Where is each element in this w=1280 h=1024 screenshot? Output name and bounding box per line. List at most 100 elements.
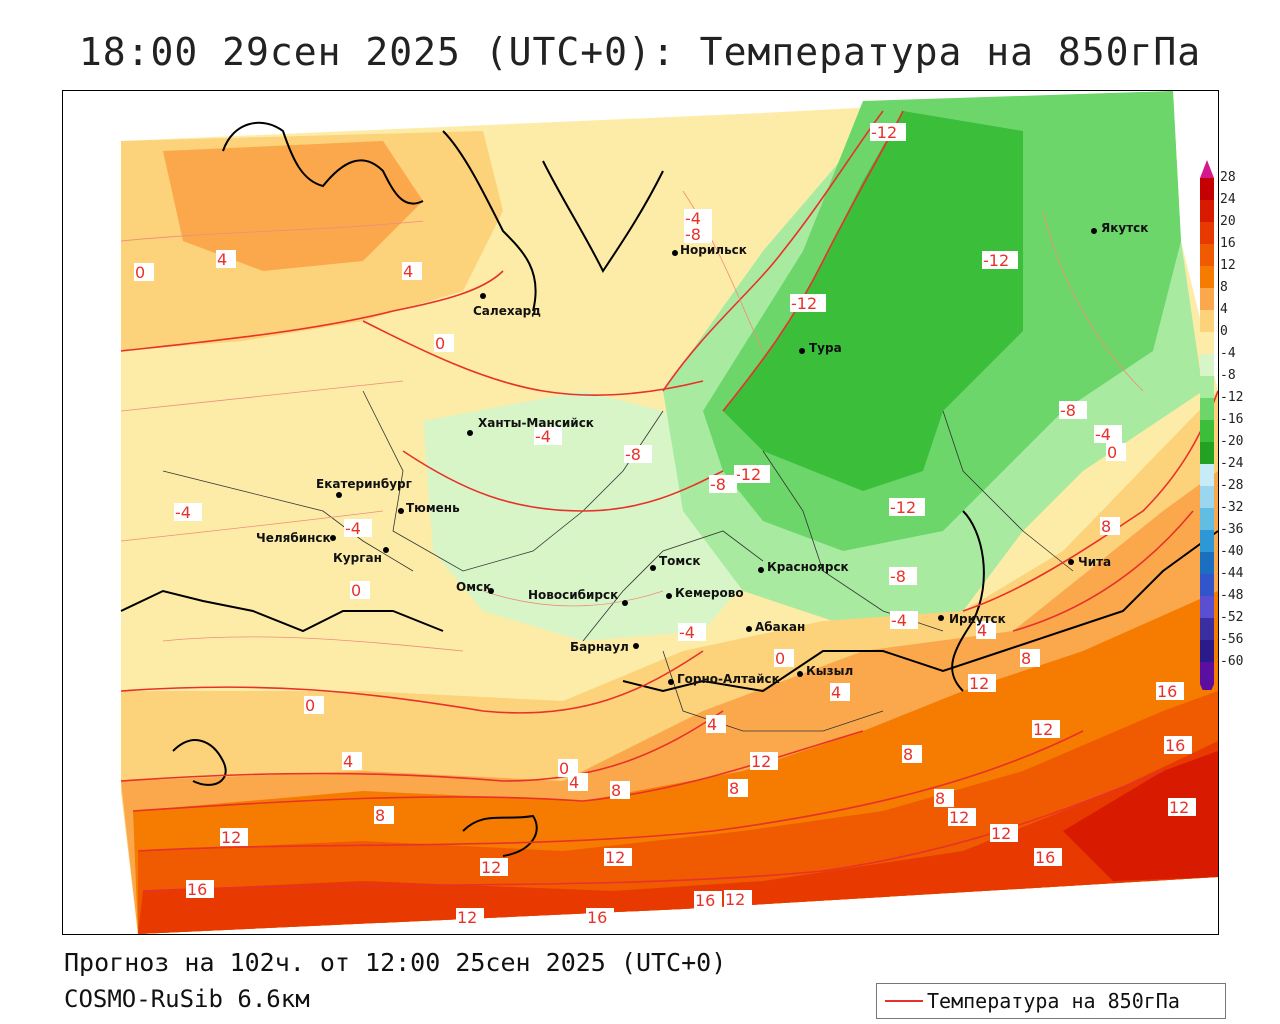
isotherm-label: -12 <box>871 123 897 142</box>
isotherm-label: 16 <box>695 891 715 910</box>
scale-swatch <box>1200 508 1214 530</box>
isotherm-label: -12 <box>735 465 761 484</box>
scale-swatch <box>1200 464 1214 486</box>
isotherm-label: 12 <box>991 824 1011 843</box>
scale-swatch <box>1200 442 1214 464</box>
isotherm-label: 4 <box>403 262 413 281</box>
forecast-info: Прогноз на 102ч. от 12:00 25сен 2025 (UT… <box>64 948 727 977</box>
isotherm-label: 12 <box>1033 720 1053 739</box>
isotherm-label: 0 <box>351 581 361 600</box>
isotherm-label: 12 <box>481 858 501 877</box>
isotherm-label: -4 <box>679 623 695 642</box>
isotherm-label: 0 <box>305 696 315 715</box>
isotherm-label: 4 <box>569 773 579 792</box>
legend-label: Температура на 850гПа <box>927 989 1180 1013</box>
scale-label: -52 <box>1220 610 1244 625</box>
isotherm-label: 16 <box>187 880 207 899</box>
scale-swatch <box>1200 662 1214 684</box>
scale-swatch <box>1200 552 1214 574</box>
isotherm-label: 16 <box>1035 848 1055 867</box>
isotherm-label: 8 <box>903 745 913 764</box>
scale-swatch <box>1200 244 1214 266</box>
isotherm-label: 16 <box>1165 736 1185 755</box>
isotherm-label: 12 <box>949 808 969 827</box>
forecast-map: -12 -12 -12 -12 -12 -4 -8 -4 -8 -8 -4 -4… <box>62 90 1219 935</box>
scale-label: -28 <box>1220 478 1244 493</box>
isotherm-label: -4 <box>1095 425 1111 444</box>
scale-label: 8 <box>1220 280 1228 295</box>
city-markers: Норильск Салехард Ханты-Мансийск Тура Як… <box>256 221 1148 686</box>
isotherm-label: 4 <box>217 250 227 269</box>
scale-label: -12 <box>1220 390 1244 405</box>
city-label: Кызыл <box>806 664 853 678</box>
city-label: Чита <box>1078 555 1111 569</box>
scale-swatch <box>1200 266 1214 288</box>
scale-label: -44 <box>1220 566 1244 581</box>
scale-label: 20 <box>1220 214 1236 229</box>
scale-swatch <box>1200 354 1214 376</box>
isotherm-label: -12 <box>890 498 916 517</box>
city-label: Горно-Алтайск <box>677 672 780 686</box>
scale-swatch <box>1200 288 1214 310</box>
city-label: Иркутск <box>949 612 1006 626</box>
scale-label: 4 <box>1220 302 1228 317</box>
scale-label: -32 <box>1220 500 1244 515</box>
scale-label: -36 <box>1220 522 1244 537</box>
city-label: Абакан <box>755 620 805 634</box>
scale-label: 24 <box>1220 192 1236 207</box>
isotherm-label: 16 <box>587 908 607 927</box>
isotherm-label: -8 <box>625 445 641 464</box>
scale-label: 28 <box>1220 170 1236 185</box>
isotherm-label: 12 <box>605 848 625 867</box>
isotherm-label: 16 <box>1157 682 1177 701</box>
scale-label: 16 <box>1220 236 1236 251</box>
city-label: Ханты-Мансийск <box>478 416 594 430</box>
scale-top-arrow <box>1200 160 1214 178</box>
scale-label: 0 <box>1220 324 1228 339</box>
scale-label: -20 <box>1220 434 1244 449</box>
scale-swatch <box>1200 618 1214 640</box>
isotherm-label: -4 <box>891 611 907 630</box>
isotherm-label: 0 <box>135 263 145 282</box>
city-label: Норильск <box>680 243 747 257</box>
scale-swatch <box>1200 574 1214 596</box>
isotherm-label: 0 <box>1107 443 1117 462</box>
isotherm-label: 8 <box>935 789 945 808</box>
scale-label: -8 <box>1220 368 1236 383</box>
scale-label: -48 <box>1220 588 1244 603</box>
isotherm-label: 8 <box>729 779 739 798</box>
isotherm-label: 12 <box>751 752 771 771</box>
scale-swatch <box>1200 640 1214 662</box>
scale-label: -60 <box>1220 654 1244 669</box>
scale-label: -56 <box>1220 632 1244 647</box>
scale-swatch <box>1200 332 1214 354</box>
scale-swatch <box>1200 178 1214 200</box>
isotherm-label: 4 <box>831 683 841 702</box>
legend: Температура на 850гПа <box>876 983 1226 1019</box>
temperature-field: -12 -12 -12 -12 -12 -4 -8 -4 -8 -8 -4 -4… <box>120 91 1218 934</box>
scale-bottom-arrow <box>1200 684 1214 690</box>
scale-swatch <box>1200 530 1214 552</box>
isotherm-label: -8 <box>890 567 906 586</box>
city-label: Тура <box>809 341 842 355</box>
scale-label: -40 <box>1220 544 1244 559</box>
scale-label: -24 <box>1220 456 1244 471</box>
isotherm-label: 12 <box>1169 798 1189 817</box>
isotherm-label: -4 <box>685 209 701 228</box>
isotherm-label: 0 <box>435 334 445 353</box>
city-label: Томск <box>659 554 701 568</box>
isotherm-label: -8 <box>685 225 701 244</box>
scale-swatch <box>1200 200 1214 222</box>
scale-label: -16 <box>1220 412 1244 427</box>
scale-swatch <box>1200 376 1214 398</box>
isotherm-label: -8 <box>1060 401 1076 420</box>
scale-swatch <box>1200 310 1214 332</box>
model-name: COSMO-RuSib 6.6км <box>64 985 310 1013</box>
isotherm-label: 8 <box>375 806 385 825</box>
isotherm-label: -12 <box>791 294 817 313</box>
city-label: Тюмень <box>406 501 460 515</box>
isotherm-label: 12 <box>725 890 745 909</box>
city-label: Красноярск <box>767 560 849 574</box>
city-label: Екатеринбург <box>316 477 412 491</box>
city-label: Салехард <box>473 304 541 318</box>
